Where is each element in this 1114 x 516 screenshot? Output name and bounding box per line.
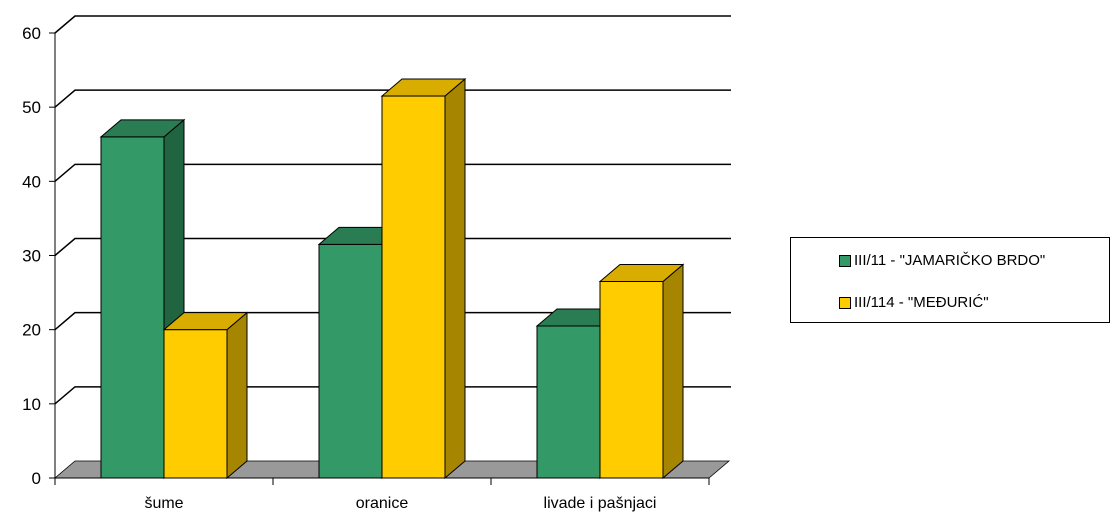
y-tick-label: 0 (32, 469, 41, 488)
bar-front-1-0 (318, 243, 383, 479)
y-axis-top-edge (54, 15, 76, 34)
y-tick-label: 60 (22, 24, 41, 43)
bar-top-1-1 (380, 78, 467, 97)
y-tick-label: 10 (22, 395, 41, 414)
bar-front-0-1 (163, 329, 228, 479)
bar-top-0-1 (162, 312, 249, 331)
gridline (54, 237, 731, 257)
y-tick-label: 50 (22, 98, 41, 117)
gridline (54, 163, 731, 182)
legend-swatch-series-1 (839, 254, 851, 267)
gridlines (54, 15, 731, 405)
legend-item-series-1: III/11 - "JAMARIČKO BRDO" (839, 252, 1045, 269)
legend-swatch-series-2 (839, 296, 851, 309)
legend-label-series-2: III/114 - "MEĐURIĆ" (854, 294, 989, 311)
gridline (54, 386, 731, 405)
legend-item-series-2: III/114 - "MEĐURIĆ" (839, 294, 989, 311)
x-category-label: oranice (356, 495, 409, 512)
bar-side-1-1 (444, 77, 466, 480)
bar-top-0-0 (99, 119, 186, 138)
legend-label-series-1: III/11 - "JAMARIČKO BRDO" (854, 252, 1046, 269)
gridline (54, 311, 731, 331)
gridline (54, 89, 731, 108)
bar-top-2-1 (598, 263, 685, 282)
bar-front-1-1 (381, 95, 446, 479)
bar-side-2-1 (662, 263, 684, 480)
y-tick-label: 30 (22, 247, 41, 266)
bar-side-0-1 (226, 311, 248, 480)
legend: III/11 - "JAMARIČKO BRDO" III/114 - "MEĐ… (790, 237, 1110, 323)
bar-front-2-0 (536, 325, 601, 479)
x-category-label: šume (144, 495, 183, 512)
bar-front-0-0 (100, 136, 165, 479)
labels: 0 10 20 30 40 50 60 šume oranice livade i pašnjac… (22, 24, 656, 512)
x-category-label: livade i pašnjaci (544, 495, 657, 512)
y-tick-label: 20 (22, 321, 41, 340)
gridline (54, 15, 731, 34)
y-tick-label: 40 (22, 172, 41, 191)
bar-front-2-1 (599, 280, 664, 479)
bars (99, 77, 685, 480)
